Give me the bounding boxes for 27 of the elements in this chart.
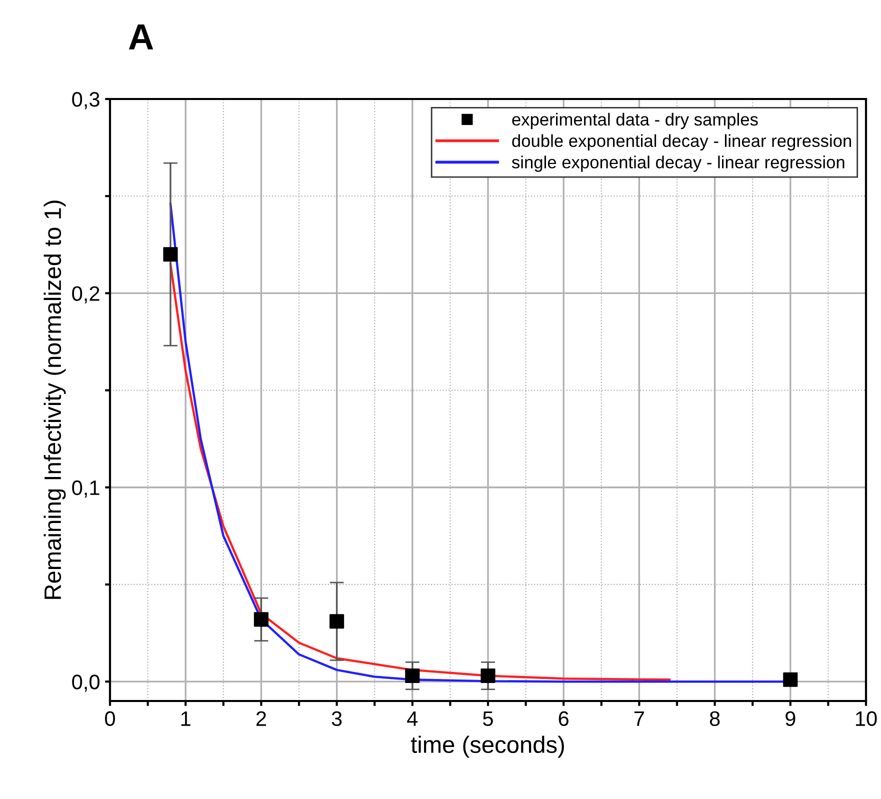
legend-label: single exponential decay - linear regression — [512, 156, 844, 172]
x-tick-label: 1 — [181, 711, 190, 726]
x-tick-label: 2 — [256, 711, 266, 726]
x-tick-label: 6 — [558, 711, 568, 726]
x-axis-title: time (seconds) — [410, 736, 564, 758]
point — [254, 612, 268, 627]
legend-label: experimental data - dry samples — [512, 112, 758, 130]
y-tick-label: 0,2 — [72, 286, 100, 304]
x-tick-label: 3 — [332, 711, 342, 726]
y-axis-title: Remaining Infectivity (normalized to 1) — [44, 200, 66, 599]
x-tick-label: 0 — [105, 711, 115, 726]
y-tick-label: 0,1 — [72, 480, 100, 498]
point — [405, 668, 420, 684]
x-tick-label: 5 — [483, 711, 493, 726]
legend-label: double exponential decay - linear regression — [512, 134, 852, 150]
point — [783, 672, 798, 687]
x-tick-label: 10 — [856, 711, 877, 726]
x-tick-label: 9 — [786, 711, 796, 726]
point — [330, 614, 344, 629]
x-tick-label: 8 — [710, 711, 720, 726]
x-tick-label: 7 — [634, 711, 644, 726]
point — [480, 668, 496, 684]
x-tick-label: 4 — [407, 711, 418, 726]
y-tick-label: 0,3 — [72, 92, 100, 110]
point — [163, 247, 178, 262]
y-tick-label: 0,0 — [72, 674, 100, 692]
chart-title: A — [128, 24, 154, 50]
